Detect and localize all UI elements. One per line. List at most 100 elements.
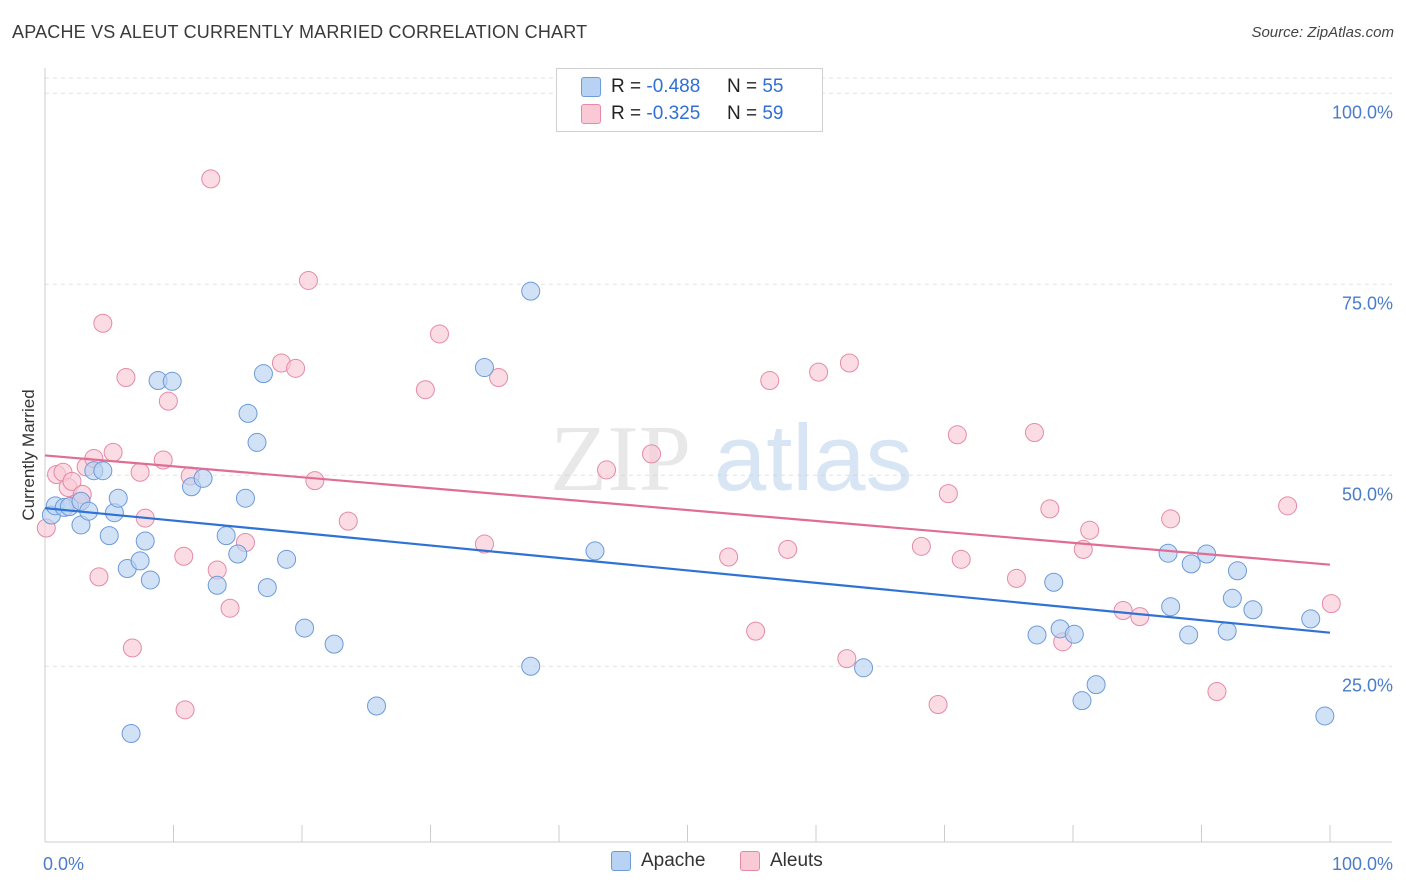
apache-swatch bbox=[581, 77, 601, 97]
apache-point bbox=[1179, 625, 1199, 645]
aleuts-point bbox=[642, 444, 662, 464]
aleuts-point bbox=[911, 536, 931, 556]
aleuts-point bbox=[928, 694, 948, 714]
axes bbox=[44, 68, 1392, 843]
legend-r-value-apache: -0.488 bbox=[646, 76, 701, 97]
y-tick-label: 75.0% bbox=[1342, 293, 1393, 313]
apache-point bbox=[521, 281, 541, 301]
legend-r-label-aleuts: R = bbox=[611, 103, 642, 124]
aleuts-point bbox=[175, 700, 195, 720]
aleuts-points bbox=[36, 169, 1341, 720]
apache-point bbox=[1301, 609, 1321, 629]
apache-point bbox=[1222, 588, 1242, 608]
aleuts-point bbox=[1006, 568, 1026, 588]
aleuts-point bbox=[201, 169, 221, 189]
apache-point bbox=[247, 432, 267, 452]
apache-point bbox=[521, 656, 541, 676]
apache-point bbox=[854, 658, 874, 678]
apache-point bbox=[257, 578, 277, 598]
chart-title: APACHE VS ALEUT CURRENTLY MARRIED CORREL… bbox=[12, 22, 588, 42]
aleuts-point bbox=[298, 270, 318, 290]
series-legend-apache[interactable]: Apache bbox=[611, 850, 705, 872]
aleuts-point bbox=[93, 313, 113, 333]
aleuts-point bbox=[947, 425, 967, 445]
apache-point bbox=[1315, 706, 1335, 726]
apache-point bbox=[216, 526, 236, 546]
aleuts-point bbox=[1207, 681, 1227, 701]
apache-point bbox=[1086, 675, 1106, 695]
y-axis-label: Currently Married bbox=[19, 389, 38, 520]
legend-r-label-apache: R = bbox=[611, 76, 642, 97]
apache-point bbox=[1044, 572, 1064, 592]
apache-point bbox=[1027, 625, 1047, 645]
aleuts-point bbox=[122, 638, 142, 658]
y-tick-label: 100.0% bbox=[1332, 102, 1393, 122]
apache-point bbox=[367, 696, 387, 716]
apache-point bbox=[1227, 561, 1247, 581]
aleuts-point bbox=[1321, 594, 1341, 614]
apache-point bbox=[235, 488, 255, 508]
aleuts-point bbox=[938, 484, 958, 504]
legend-n-label-apache: N = bbox=[726, 76, 758, 97]
aleuts-point bbox=[103, 442, 123, 462]
aleuts-point bbox=[597, 460, 617, 480]
aleuts-point bbox=[1113, 601, 1133, 621]
aleuts-point bbox=[951, 549, 971, 569]
trend-lines bbox=[44, 454, 1331, 634]
aleuts-point bbox=[174, 546, 194, 566]
apache-legend-swatch bbox=[611, 851, 631, 871]
legend-n-label-aleuts: N = bbox=[726, 103, 758, 124]
apache-point bbox=[135, 531, 155, 551]
apache-point bbox=[253, 364, 273, 384]
apache-point bbox=[193, 468, 213, 488]
apache-point bbox=[1181, 554, 1201, 574]
apache-point bbox=[228, 544, 248, 564]
apache-point bbox=[140, 570, 160, 590]
aleuts-point bbox=[338, 511, 358, 531]
x-tick-label: 100.0% bbox=[1332, 854, 1393, 874]
aleuts-point bbox=[1040, 499, 1060, 519]
apache-point bbox=[99, 526, 119, 546]
apache-trend-line bbox=[44, 507, 1331, 634]
aleuts-trend-line bbox=[44, 454, 1331, 566]
legend-n-value-apache: 55 bbox=[762, 76, 784, 97]
series-legend-aleuts[interactable]: Aleuts bbox=[740, 850, 823, 872]
apache-point bbox=[238, 403, 258, 423]
legend-row-aleuts: R = -0.325 N = 59 bbox=[581, 102, 783, 126]
legend-r-value-aleuts: -0.325 bbox=[646, 103, 701, 124]
aleuts-point bbox=[62, 471, 82, 491]
y-tick-label: 25.0% bbox=[1342, 675, 1393, 695]
watermark: ZIP atlas bbox=[550, 405, 913, 511]
aleuts-point bbox=[158, 391, 178, 411]
apache-point bbox=[324, 634, 344, 654]
apache-point bbox=[93, 461, 113, 481]
apache-point bbox=[474, 358, 494, 378]
aleuts-point bbox=[1278, 496, 1298, 516]
x-tick-label: 0.0% bbox=[43, 854, 84, 874]
apache-point bbox=[1161, 597, 1181, 617]
aleuts-swatch bbox=[581, 104, 601, 124]
apache-point bbox=[1072, 691, 1092, 711]
apache-point bbox=[1064, 624, 1084, 644]
source-label: Source: ZipAtlas.com bbox=[1251, 24, 1394, 41]
aleuts-point bbox=[1161, 509, 1181, 529]
aleuts-point bbox=[220, 598, 240, 618]
watermark-atlas: atlas bbox=[714, 405, 913, 510]
aleuts-point bbox=[116, 367, 136, 387]
watermark-zip: ZIP bbox=[550, 407, 691, 511]
aleuts-point bbox=[746, 621, 766, 641]
aleuts-point bbox=[415, 380, 435, 400]
aleuts-legend-swatch bbox=[740, 851, 760, 871]
series-legend: Apache Aleuts bbox=[0, 850, 1406, 878]
apache-point bbox=[207, 575, 227, 595]
apache-point bbox=[295, 618, 315, 638]
grid-lines bbox=[45, 77, 1392, 667]
apache-point bbox=[121, 724, 141, 744]
apache-point bbox=[585, 541, 605, 561]
legend-n-value-aleuts: 59 bbox=[762, 103, 784, 124]
aleuts-point bbox=[130, 462, 150, 482]
aleuts-point bbox=[1024, 422, 1044, 442]
aleuts-point bbox=[837, 649, 857, 669]
aleuts-point bbox=[1130, 607, 1150, 627]
